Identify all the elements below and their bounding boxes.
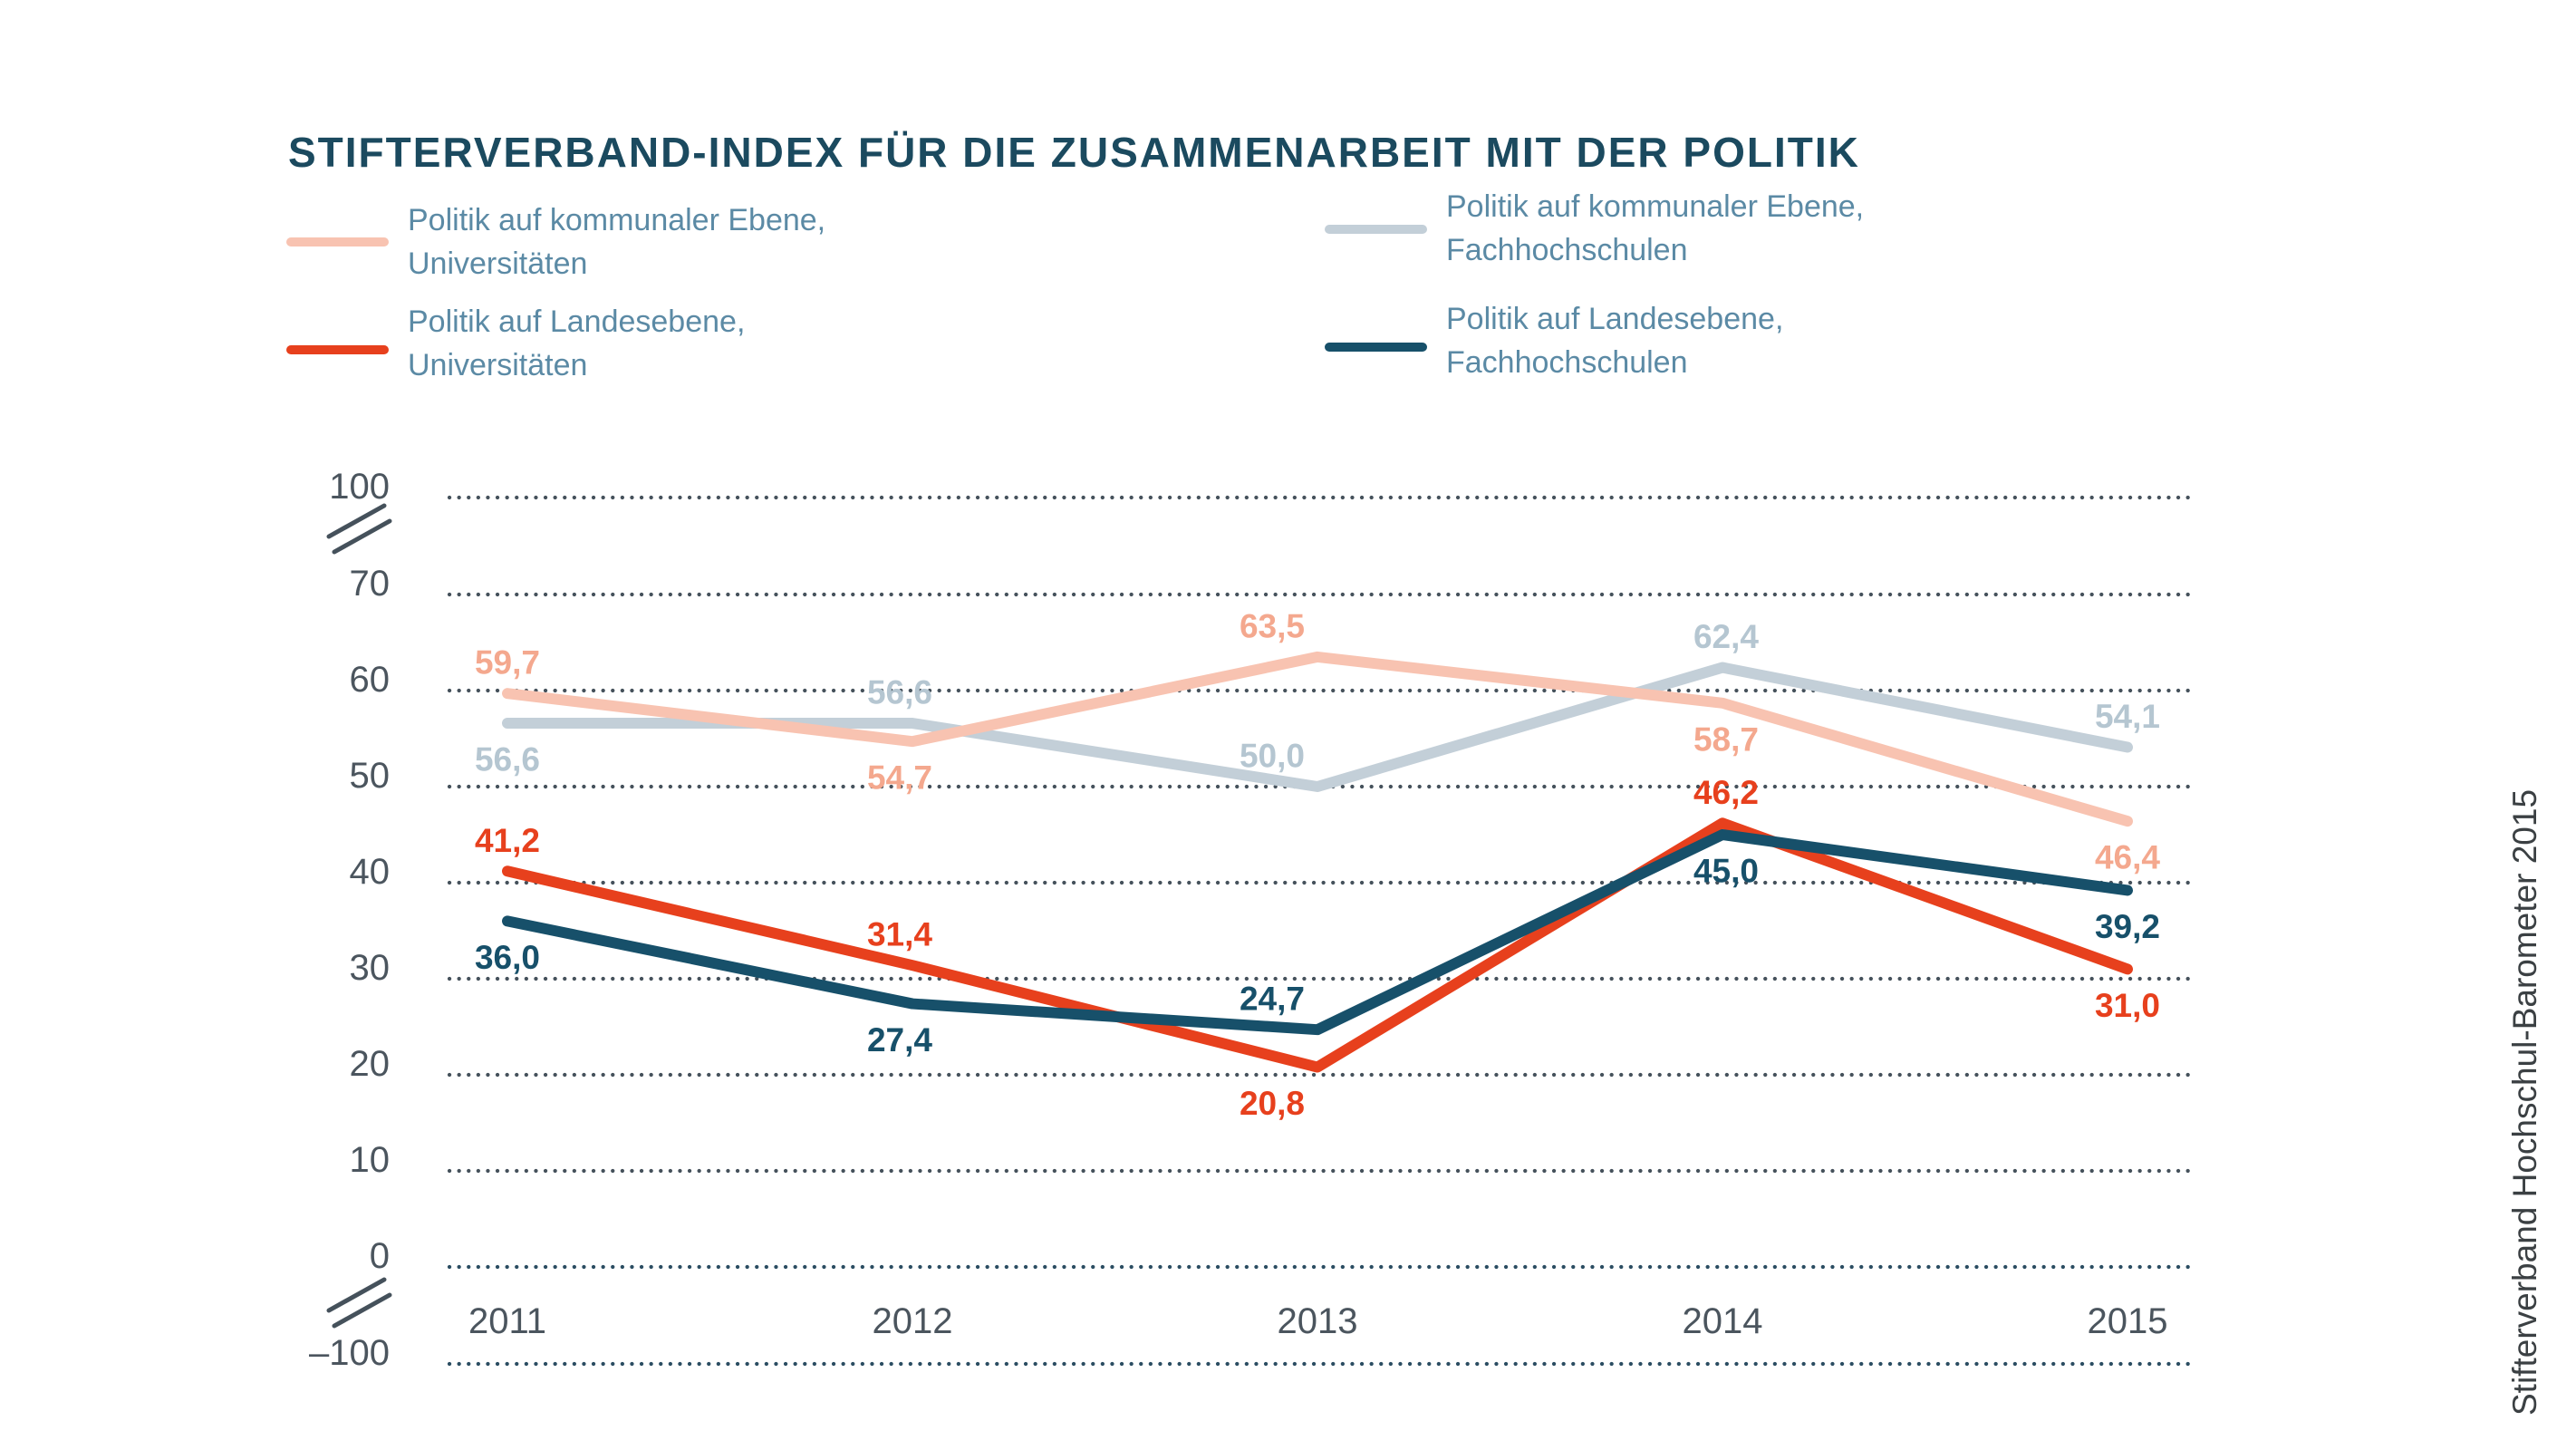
axis-break-upper-2 — [332, 518, 392, 555]
legend-label-line1: Politik auf Landesebene, — [1446, 302, 1784, 336]
data-label-fh-kommunal-2011: 41,2 — [475, 822, 540, 859]
y-tick-label--100: –100 — [309, 1333, 390, 1373]
legend-label-line1: Politik auf kommunaler Ebene, — [408, 203, 826, 237]
y-tick-label-70: 70 — [350, 564, 391, 604]
data-label-fh-kommunal-2014: 46,2 — [1693, 774, 1759, 811]
y-tick-label-10: 10 — [350, 1140, 391, 1180]
data-label-uni-kommunal-2012: 54,7 — [867, 759, 932, 797]
series-line-fh-landes — [502, 829, 2133, 1036]
legend-label-line2: Fachhochschulen — [1446, 345, 1688, 380]
data-label-uni-landes-2011: 56,6 — [475, 741, 540, 778]
y-tick-label-100: 100 — [329, 467, 390, 507]
page-title: STIFTERVERBAND-INDEX FÜR DIE ZUSAMMENARB… — [288, 128, 1860, 176]
axis-break-upper-1 — [326, 503, 387, 539]
data-label-uni-kommunal-2014: 58,7 — [1693, 720, 1759, 758]
data-label-fh-landes-2011: 36,0 — [475, 939, 540, 976]
legend-swatch-fh-kommunal — [1325, 225, 1427, 234]
data-label-uni-kommunal-2013: 63,5 — [1240, 607, 1305, 644]
data-label-fh-kommunal-2013: 20,8 — [1240, 1085, 1305, 1122]
legend-label-line1: Politik auf kommunaler Ebene, — [1446, 189, 1865, 224]
data-label-uni-kommunal-2011: 59,7 — [475, 644, 540, 682]
data-label-uni-landes-2013: 50,0 — [1240, 738, 1305, 775]
y-tick-label-50: 50 — [350, 756, 391, 796]
legend-label-line2: Universitäten — [408, 348, 588, 382]
axis-break-lower-2 — [332, 1292, 392, 1329]
legend-swatch-uni-landes — [286, 345, 389, 354]
legend-label-line1: Politik auf Landesebene, — [408, 304, 746, 339]
series-line-uni-kommunal — [502, 651, 2133, 827]
x-tick-label-2014: 2014 — [1683, 1301, 1763, 1341]
data-label-fh-landes-2012: 27,4 — [867, 1021, 932, 1058]
source-caption: Stifterverband Hochschul-Barometer 2015 — [2506, 788, 2543, 1416]
data-label-fh-kommunal-2012: 31,4 — [867, 916, 932, 953]
y-tick-label-60: 60 — [350, 660, 391, 700]
y-tick-label-40: 40 — [350, 852, 391, 892]
legend-swatch-fh-landes — [1325, 343, 1427, 352]
x-tick-label-2015: 2015 — [2088, 1301, 2168, 1341]
x-tick-label-2011: 2011 — [468, 1301, 546, 1341]
data-label-fh-landes-2014: 45,0 — [1693, 853, 1759, 890]
data-label-uni-landes-2015: 54,1 — [2095, 698, 2160, 735]
data-label-uni-kommunal-2015: 46,4 — [2095, 839, 2160, 876]
legend-swatch-uni-kommunal — [286, 237, 389, 246]
legend-label-line2: Fachhochschulen — [1446, 233, 1688, 267]
x-tick-label-2013: 2013 — [1278, 1301, 1358, 1341]
data-label-fh-kommunal-2015: 31,0 — [2095, 987, 2160, 1024]
legend-label-line2: Universitäten — [408, 246, 588, 281]
axis-break-lower-1 — [326, 1277, 387, 1313]
y-tick-label-0: 0 — [370, 1236, 390, 1276]
y-tick-label-20: 20 — [350, 1044, 391, 1084]
x-tick-label-2012: 2012 — [873, 1301, 953, 1341]
series-line-fh-kommunal — [502, 817, 2133, 1073]
data-label-fh-landes-2015: 39,2 — [2095, 908, 2160, 945]
data-label-uni-landes-2012: 56,6 — [867, 674, 932, 711]
data-label-fh-landes-2013: 24,7 — [1240, 981, 1305, 1018]
data-label-uni-landes-2014: 62,4 — [1693, 618, 1759, 655]
y-tick-label-30: 30 — [350, 948, 391, 988]
